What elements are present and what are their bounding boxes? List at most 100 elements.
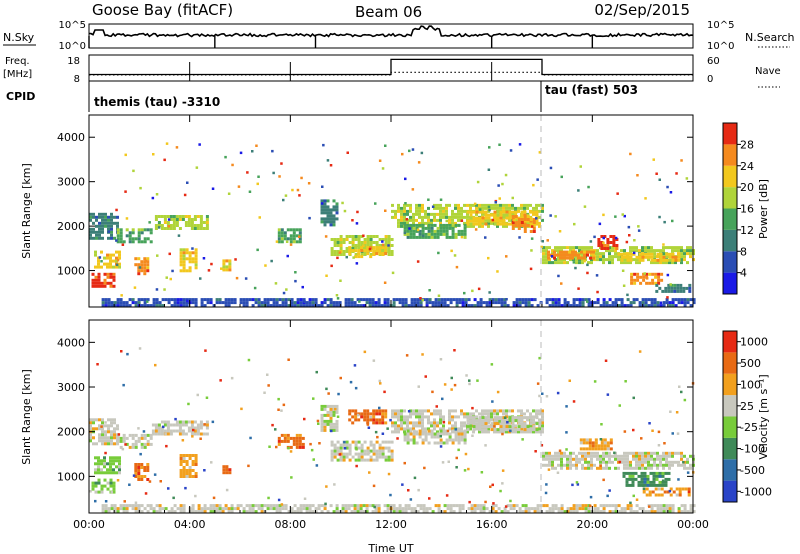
echo-cell [140, 504, 144, 508]
echo-cell [227, 192, 231, 195]
echo-cell [400, 221, 403, 225]
echo-cell [680, 451, 683, 455]
echo-cell [134, 510, 138, 514]
echo-cell [520, 206, 523, 210]
echo-cell [175, 420, 179, 424]
echo-cell [187, 218, 191, 221]
echo-cell [591, 447, 595, 451]
echo-cell [436, 232, 440, 236]
echo-cell [472, 428, 476, 432]
echo-cell [119, 237, 123, 241]
echo-cell [372, 415, 376, 419]
echo-cell [678, 493, 682, 497]
echo-cell [602, 457, 605, 461]
echo-cell [172, 221, 176, 224]
echo-cell [427, 232, 431, 236]
echo-cell [568, 256, 571, 260]
echo-cell [499, 425, 503, 429]
echo-cell [472, 216, 476, 220]
echo-cell [415, 209, 418, 213]
echo-cell [560, 175, 563, 179]
echo-cell [466, 210, 470, 214]
echo-cell [605, 304, 609, 308]
echo-cell [563, 451, 566, 455]
echo-cell [116, 221, 119, 225]
colorbar-segment [723, 272, 737, 294]
echo-cell [493, 416, 497, 420]
echo-cell [257, 301, 261, 305]
echo-cell [420, 151, 424, 155]
echo-cell [468, 382, 471, 386]
echo-cell [481, 210, 485, 214]
echo-cell [521, 438, 524, 441]
echo-cell [181, 215, 185, 218]
echo-cell [511, 210, 515, 214]
echo-cell [541, 209, 544, 213]
echo-cell [322, 143, 325, 147]
echo-cell [119, 234, 123, 238]
echo-cell [541, 409, 544, 413]
echo-cell [98, 215, 101, 219]
echo-cell [629, 501, 632, 505]
echo-cell [113, 215, 116, 219]
echo-cell [209, 298, 213, 302]
echo-cell [225, 471, 229, 475]
echo-cell [110, 230, 113, 234]
echo-cell [493, 203, 496, 207]
echo-cell [577, 189, 580, 192]
echo-cell [409, 232, 413, 236]
echo-cell [193, 420, 197, 424]
echo-cell [680, 252, 683, 256]
echo-cell [635, 460, 638, 464]
echo-cell [352, 256, 355, 259]
x-tick-label: 00:00 [677, 518, 709, 531]
echo-cell [674, 246, 677, 250]
echo-cell [440, 510, 444, 514]
echo-cell [545, 258, 548, 262]
echo-cell [89, 215, 92, 219]
echo-cell [443, 304, 447, 308]
echo-cell [633, 281, 637, 285]
echo-cell [548, 261, 551, 265]
echo-cell [541, 418, 544, 422]
echo-cell [458, 507, 462, 511]
echo-cell [674, 255, 678, 259]
echo-cell [505, 298, 508, 301]
echo-cell [461, 298, 465, 302]
echo-cell [182, 460, 186, 463]
echo-cell [323, 425, 327, 429]
echo-cell [683, 466, 686, 470]
echo-cell [463, 226, 467, 230]
echo-cell [656, 261, 659, 265]
echo-cell [225, 268, 229, 272]
echo-cell [104, 504, 108, 508]
echo-cell [292, 442, 296, 446]
echo-cell [119, 507, 123, 511]
echo-cell [123, 500, 126, 503]
echo-cell [556, 391, 560, 395]
echo-cell [384, 252, 388, 256]
echo-cell [529, 210, 533, 214]
echo-cell [98, 236, 101, 240]
echo-cell [645, 277, 649, 280]
echo-cell [566, 304, 570, 308]
echo-cell [113, 433, 116, 437]
echo-cell [390, 440, 394, 444]
echo-cell [403, 206, 406, 210]
echo-cell [451, 221, 454, 225]
echo-cell [668, 451, 671, 455]
echo-cell [487, 216, 491, 220]
echo-cell [602, 454, 605, 458]
echo-cell [375, 418, 379, 422]
echo-cell [169, 432, 173, 436]
echo-cell [205, 420, 209, 424]
echo-cell [638, 460, 641, 464]
echo-cell [487, 221, 490, 225]
echo-cell [256, 248, 259, 252]
echo-cell [532, 230, 536, 233]
echo-cell [575, 304, 579, 308]
echo-cell [277, 408, 280, 411]
echo-cell [140, 463, 144, 466]
echo-cell [559, 256, 562, 260]
echo-cell [110, 433, 113, 437]
